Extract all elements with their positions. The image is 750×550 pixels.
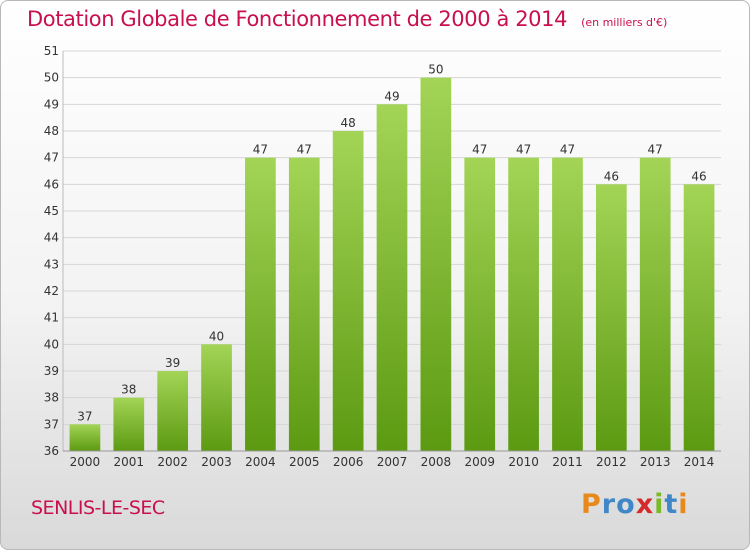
y-tick-label: 39 xyxy=(44,364,59,378)
data-label: 50 xyxy=(428,63,443,77)
y-tick-label: 50 xyxy=(44,71,59,85)
x-tick-label: 2004 xyxy=(245,455,276,469)
x-tick-label: 2012 xyxy=(596,455,627,469)
y-tick-label: 41 xyxy=(44,311,59,325)
y-tick-label: 51 xyxy=(44,44,59,58)
logo-letter: P xyxy=(581,489,602,520)
proxiti-logo: Proxiti xyxy=(581,489,689,520)
bar xyxy=(508,157,539,451)
logo-letter: i xyxy=(654,489,665,520)
bar xyxy=(332,131,364,451)
logo-letter: t xyxy=(664,489,679,520)
y-tick-label: 36 xyxy=(44,444,59,458)
x-tick-label: 2009 xyxy=(464,455,495,469)
x-tick-label: 2001 xyxy=(114,455,145,469)
logo-letter: i xyxy=(678,489,689,520)
commune-name: SENLIS-LE-SEC xyxy=(31,497,165,519)
data-label: 46 xyxy=(691,169,706,183)
x-tick-label: 2007 xyxy=(377,455,408,469)
data-label: 47 xyxy=(472,143,487,157)
data-label: 47 xyxy=(253,143,268,157)
y-tick-label: 49 xyxy=(44,97,59,111)
data-label: 47 xyxy=(516,143,531,157)
y-tick-label: 48 xyxy=(44,124,59,138)
bar xyxy=(157,371,189,451)
data-label: 39 xyxy=(165,356,180,370)
x-tick-label: 2006 xyxy=(333,455,364,469)
data-label: 46 xyxy=(604,169,619,183)
bar xyxy=(595,184,627,452)
chart-title: Dotation Globale de Fonctionnement de 20… xyxy=(27,7,667,31)
data-label: 47 xyxy=(648,143,663,157)
data-label: 38 xyxy=(121,383,136,397)
bar xyxy=(245,157,276,451)
bar xyxy=(376,104,408,451)
data-label: 49 xyxy=(384,89,399,103)
y-tick-label: 44 xyxy=(44,231,59,245)
x-tick-label: 2002 xyxy=(157,455,188,469)
x-axis: 2000 2001 2002 2003 2004 2005 2006 2007 2008 2009… xyxy=(63,450,721,469)
data-label: 47 xyxy=(560,143,575,157)
chart-unit: (en milliers d'€) xyxy=(581,16,668,29)
data-labels: 37 38 39 40 47 47 48 49 50 47 47 47 46 47 46 xyxy=(77,63,706,424)
data-label: 48 xyxy=(340,116,355,130)
bar xyxy=(201,344,232,451)
x-tick-label: 2013 xyxy=(640,455,671,469)
y-tick-label: 38 xyxy=(44,391,59,405)
y-tick-label: 46 xyxy=(44,177,59,191)
y-tick-label: 47 xyxy=(44,151,59,165)
y-tick-label: 42 xyxy=(44,284,59,298)
bar xyxy=(552,157,583,451)
x-tick-label: 2003 xyxy=(201,455,232,469)
data-label: 40 xyxy=(209,329,224,343)
y-tick-label: 40 xyxy=(44,337,59,351)
y-tick-label: 37 xyxy=(44,417,59,431)
x-tick-label: 2008 xyxy=(421,455,452,469)
bar xyxy=(288,157,320,451)
logo-letter: x xyxy=(635,489,655,520)
x-tick-label: 2014 xyxy=(684,455,715,469)
bar xyxy=(464,157,496,451)
logo-letter: o xyxy=(616,489,636,520)
bar xyxy=(639,157,671,451)
y-axis: 36 37 38 39 40 41 42 43 44 45 46 47 48 49 50 51 xyxy=(44,44,64,458)
logo-letter: r xyxy=(601,489,617,520)
y-tick-label: 43 xyxy=(44,257,59,271)
bar xyxy=(683,184,715,452)
x-tick-label: 2010 xyxy=(508,455,539,469)
data-label: 47 xyxy=(297,143,312,157)
y-tick-label: 45 xyxy=(44,204,59,218)
bar xyxy=(420,77,452,452)
bar xyxy=(69,424,101,451)
x-tick-label: 2011 xyxy=(552,455,583,469)
bar xyxy=(113,397,145,451)
bars xyxy=(69,77,715,452)
x-tick-label: 2000 xyxy=(70,455,101,469)
data-label: 37 xyxy=(77,409,92,423)
chart-title-text: Dotation Globale de Fonctionnement de 20… xyxy=(27,7,568,31)
x-tick-label: 2005 xyxy=(289,455,320,469)
